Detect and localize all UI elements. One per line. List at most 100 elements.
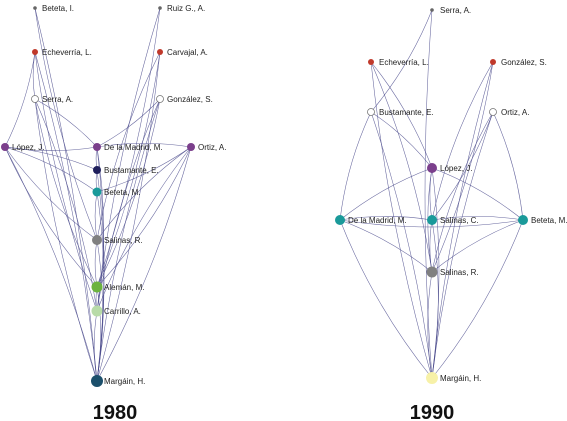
node-ortiz[interactable] xyxy=(187,143,195,151)
node-label-salinas_c: Salinas, C. xyxy=(440,216,479,225)
edge-lopez-aleman xyxy=(4,146,98,288)
node-delamadrid[interactable] xyxy=(335,215,345,225)
node-echeverria[interactable] xyxy=(32,49,38,55)
node-echeverria[interactable] xyxy=(368,59,374,65)
edge-ortiz-carrillo xyxy=(96,146,192,312)
edge-delamadrid-beteta_m xyxy=(339,219,524,228)
network-1990: Serra, A. Echeverría, L. González, S. Busta… xyxy=(335,6,567,421)
edge-delamadrid-salinas_r xyxy=(339,219,433,273)
node-margain[interactable] xyxy=(91,375,103,387)
node-label-beteta_i: Beteta, I. xyxy=(42,4,74,13)
edge-serra-carrillo xyxy=(34,98,98,312)
edge-salinas_c-beteta_m xyxy=(431,216,524,221)
node-label-salinas_r: Salinas, R. xyxy=(104,236,143,245)
node-salinas_r[interactable] xyxy=(426,266,438,278)
node-lopez[interactable] xyxy=(1,143,9,151)
edge-lopez-delamadrid xyxy=(339,167,433,221)
node-label-echeverria: Echeverría, L. xyxy=(42,48,92,57)
edge-bustamante-lopez xyxy=(370,111,433,169)
edge-beteta_i-margain xyxy=(34,7,98,382)
node-beteta_i[interactable] xyxy=(33,6,37,10)
node-carvajal[interactable] xyxy=(157,49,163,55)
edge-ortiz-salinas_r xyxy=(431,111,494,273)
node-label-salinas_r: Salinas, R. xyxy=(440,268,479,277)
node-label-lopez: López, J. xyxy=(440,164,472,173)
node-ruiz[interactable] xyxy=(158,6,162,10)
edge-lopez-beteta_m xyxy=(431,167,524,221)
edge-echeverria-serra xyxy=(32,51,36,100)
node-label-ortiz: Ortiz, A. xyxy=(501,108,529,117)
node-bustamante[interactable] xyxy=(367,108,375,116)
node-salinas_r[interactable] xyxy=(92,235,102,245)
edge-delamadrid-salinas_c xyxy=(339,216,433,221)
node-salinas_c[interactable] xyxy=(427,215,437,225)
edge-ortiz-delamadrid xyxy=(96,142,192,148)
edge-ortiz-margain xyxy=(96,146,192,382)
node-label-delamadrid: De la Madrid, M. xyxy=(104,143,163,152)
edge-bustamante-delamadrid xyxy=(339,111,372,221)
node-label-bustamante: Bustamante, E. xyxy=(104,166,159,175)
node-label-delamadrid: De la Madrid, M. xyxy=(348,216,407,225)
node-gonzalez[interactable] xyxy=(490,59,496,65)
node-beteta_m[interactable] xyxy=(92,187,102,197)
node-label-gonzalez: González, S. xyxy=(167,95,213,104)
node-label-echeverria: Echeverría, L. xyxy=(379,58,429,67)
edge-beteta_m-salinas_r xyxy=(94,191,98,241)
edge-echeverria-lopez xyxy=(370,61,433,169)
node-label-beteta_m: Beteta, M. xyxy=(531,216,567,225)
edge-echeverria-margain xyxy=(34,51,98,382)
edge-echeverria-carrillo xyxy=(34,51,98,312)
node-gonzalez[interactable] xyxy=(156,95,164,103)
year-label-1980: 1980 xyxy=(93,402,138,421)
edge-serra-aleman xyxy=(34,98,98,288)
node-margain[interactable] xyxy=(426,372,438,384)
edge-ortiz-aleman xyxy=(96,146,192,288)
node-label-carvajal: Carvajal, A. xyxy=(167,48,208,57)
node-delamadrid[interactable] xyxy=(93,143,101,151)
node-beteta_m[interactable] xyxy=(518,215,528,225)
node-aleman[interactable] xyxy=(91,281,103,293)
edge-lopez-salinas_r xyxy=(4,146,98,241)
edge-lopez-margain xyxy=(431,167,440,379)
edge-serra-delamadrid xyxy=(34,98,98,148)
edge-gonzalez-delamadrid xyxy=(96,98,161,148)
node-label-carrillo: Carrillo, A. xyxy=(104,307,141,316)
edge-ruiz-aleman xyxy=(96,7,161,288)
node-label-ruiz: Ruiz G., A. xyxy=(167,4,205,13)
edge-aleman-margain xyxy=(96,286,102,382)
edge-salinas_r-margain xyxy=(427,271,433,379)
node-ortiz[interactable] xyxy=(489,108,497,116)
node-label-serra: Serra, A. xyxy=(42,95,73,104)
node-label-lopez: López, J. xyxy=(12,143,44,152)
edge-ortiz-beteta_m xyxy=(96,146,192,193)
edge-salinas_c-salinas_r xyxy=(429,219,433,273)
edge-beteta_m-margain xyxy=(431,219,524,379)
edge-salinas_r-aleman xyxy=(94,239,98,288)
node-label-aleman: Alemán, M. xyxy=(104,283,144,292)
edge-delamadrid-margain xyxy=(339,219,433,379)
edge-ruiz-carrillo xyxy=(96,7,161,312)
edge-gonzalez-carrillo xyxy=(96,98,161,312)
edge-echeverria-salinas_r xyxy=(370,61,433,273)
edge-carrillo-margain xyxy=(93,310,98,382)
node-lopez[interactable] xyxy=(427,163,437,173)
edge-gonzalez-salinas_c xyxy=(431,61,494,221)
node-serra[interactable] xyxy=(31,95,39,103)
network-1980: Beteta, I. Ruiz G., A. Echeverría, L. Carva… xyxy=(1,4,226,421)
edge-beteta_i-salinas_r xyxy=(34,7,98,241)
edge-lopez-bustamante xyxy=(4,146,98,171)
year-label-1990: 1990 xyxy=(410,402,455,421)
node-bustamante[interactable] xyxy=(93,166,101,174)
edge-carvajal-margain xyxy=(96,51,161,382)
edge-bustamante-margain xyxy=(370,111,433,379)
node-serra[interactable] xyxy=(430,8,434,12)
node-label-gonzalez: González, S. xyxy=(501,58,547,67)
node-carrillo[interactable] xyxy=(91,305,103,317)
edge-lopez-beteta_m xyxy=(4,146,98,193)
edge-lopez-delamadrid xyxy=(4,146,98,151)
edge-ortiz-beteta_m xyxy=(492,111,524,221)
node-label-bustamante: Bustamante, E. xyxy=(379,108,434,117)
edge-gonzalez-margain xyxy=(96,98,161,382)
edge-lopez-margain xyxy=(4,146,98,382)
